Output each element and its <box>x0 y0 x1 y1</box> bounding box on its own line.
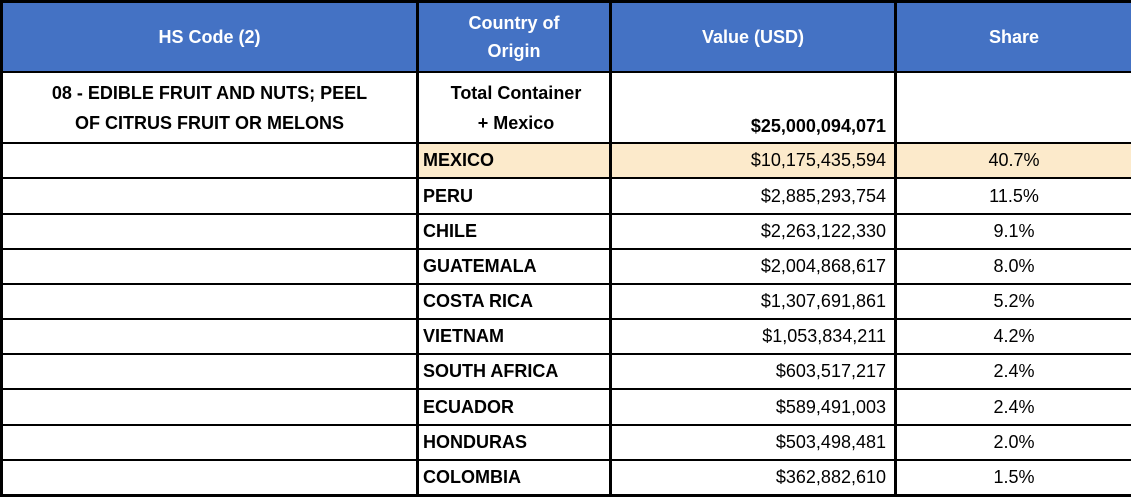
col-header-country-of-origin: Country of Origin <box>416 0 612 73</box>
total-row: 08 - EDIBLE FRUIT AND NUTS; PEEL OF CITR… <box>0 70 1131 145</box>
value-cell: $362,882,610 <box>609 458 897 497</box>
value-cell: $2,885,293,754 <box>609 177 897 215</box>
share-cell: 2.4% <box>894 388 1131 426</box>
share-cell: 1.5% <box>894 458 1131 497</box>
hs-code-cell <box>0 212 419 250</box>
col-header-country-line1: Country of <box>468 13 560 33</box>
total-share-cell <box>894 70 1131 145</box>
table-row-peru: PERU $2,885,293,754 11.5% <box>0 177 1131 215</box>
hs-code-cell: 08 - EDIBLE FRUIT AND NUTS; PEEL OF CITR… <box>0 70 419 145</box>
share-cell: 2.0% <box>894 423 1131 461</box>
hs-code-cell <box>0 142 419 180</box>
share-cell: 4.2% <box>894 318 1131 356</box>
value-cell: $10,175,435,594 <box>609 142 897 180</box>
table-row-ecuador: ECUADOR $589,491,003 2.4% <box>0 388 1131 426</box>
country-cell: MEXICO <box>416 142 612 180</box>
value-cell: $589,491,003 <box>609 388 897 426</box>
share-cell: 9.1% <box>894 212 1131 250</box>
hs-code-cell <box>0 388 419 426</box>
hs-code-cell <box>0 247 419 285</box>
share-cell: 11.5% <box>894 177 1131 215</box>
country-cell: VIETNAM <box>416 318 612 356</box>
col-header-value-usd: Value (USD) <box>609 0 897 73</box>
country-cell: SOUTH AFRICA <box>416 353 612 391</box>
table-row-honduras: HONDURAS $503,498,481 2.0% <box>0 423 1131 461</box>
hs-code-cell <box>0 282 419 321</box>
hs-code-cell <box>0 177 419 215</box>
table-row-chile: CHILE $2,263,122,330 9.1% <box>0 212 1131 250</box>
hs-code-cell <box>0 353 419 391</box>
table-row-mexico: MEXICO $10,175,435,594 40.7% <box>0 142 1131 180</box>
share-cell: 8.0% <box>894 247 1131 285</box>
value-cell: $1,307,691,861 <box>609 282 897 321</box>
share-cell: 2.4% <box>894 353 1131 391</box>
col-header-hs-code: HS Code (2) <box>0 0 419 73</box>
hs-code-line2: OF CITRUS FRUIT OR MELONS <box>75 112 344 133</box>
value-cell: $2,004,868,617 <box>609 247 897 285</box>
header-row: HS Code (2) Country of Origin Value (USD… <box>0 0 1131 73</box>
country-cell: COSTA RICA <box>416 282 612 321</box>
hs-code-line1: 08 - EDIBLE FRUIT AND NUTS; PEEL <box>51 82 368 103</box>
col-header-country-line2: Origin <box>487 41 541 61</box>
table-row-guatemala: GUATEMALA $2,004,868,617 8.0% <box>0 247 1131 285</box>
share-cell: 5.2% <box>894 282 1131 321</box>
table-row-south-africa: SOUTH AFRICA $603,517,217 2.4% <box>0 353 1131 391</box>
share-cell: 40.7% <box>894 142 1131 180</box>
country-cell: GUATEMALA <box>416 247 612 285</box>
table-row-colombia: COLOMBIA $362,882,610 1.5% <box>0 458 1131 497</box>
total-label-cell: Total Container + Mexico <box>416 70 612 145</box>
country-cell: COLOMBIA <box>416 458 612 497</box>
table-row-costa-rica: COSTA RICA $1,307,691,861 5.2% <box>0 282 1131 321</box>
table-row-vietnam: VIETNAM $1,053,834,211 4.2% <box>0 318 1131 356</box>
country-cell: CHILE <box>416 212 612 250</box>
hs-code-cell <box>0 458 419 497</box>
country-cell: PERU <box>416 177 612 215</box>
value-cell: $1,053,834,211 <box>609 318 897 356</box>
col-header-share: Share <box>894 0 1131 73</box>
country-cell: HONDURAS <box>416 423 612 461</box>
hs-code-cell <box>0 318 419 356</box>
country-cell: ECUADOR <box>416 388 612 426</box>
total-label-line1: Total Container <box>450 82 582 103</box>
total-label-line2: + Mexico <box>477 112 555 133</box>
total-value-cell: $25,000,094,071 <box>609 70 897 145</box>
value-cell: $2,263,122,330 <box>609 212 897 250</box>
value-cell: $503,498,481 <box>609 423 897 461</box>
hs-code-cell <box>0 423 419 461</box>
value-cell: $603,517,217 <box>609 353 897 391</box>
